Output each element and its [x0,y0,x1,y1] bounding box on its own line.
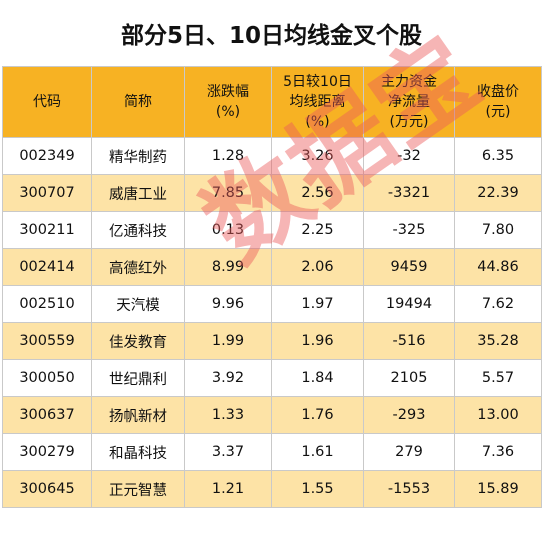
stock-table: 代码 简称 涨跌幅 (%) 5日较10日 均线距离 (%) 主力资金 净流量 (万元) 收… [2,66,542,508]
header-close: 收盘价 (元) [454,66,542,138]
cell-flow: -3321 [363,174,455,212]
cell-ma-gap: 1.97 [271,285,364,323]
table-row: 300559 佳发教育 1.99 1.96 -516 35.28 [2,322,542,360]
cell-close: 5.57 [454,359,542,397]
cell-change: 7.85 [184,174,272,212]
table-row: 300279 和晶科技 3.37 1.61 279 7.36 [2,433,542,471]
cell-change: 1.28 [184,137,272,175]
cell-ma-gap: 1.61 [271,433,364,471]
cell-code: 002414 [2,248,92,286]
cell-ma-gap: 2.56 [271,174,364,212]
cell-change: 3.37 [184,433,272,471]
table-row: 300050 世纪鼎利 3.92 1.84 2105 5.57 [2,359,542,397]
cell-code: 002349 [2,137,92,175]
cell-flow: 279 [363,433,455,471]
cell-flow: -325 [363,211,455,249]
cell-flow: -516 [363,322,455,360]
table-row: 300645 正元智慧 1.21 1.55 -1553 15.89 [2,470,542,508]
cell-ma-gap: 1.84 [271,359,364,397]
cell-close: 13.00 [454,396,542,434]
cell-flow: -293 [363,396,455,434]
cell-ma-gap: 2.25 [271,211,364,249]
table-header-row: 代码 简称 涨跌幅 (%) 5日较10日 均线距离 (%) 主力资金 净流量 (万元) 收… [2,66,542,138]
cell-code: 300637 [2,396,92,434]
table-row: 300211 亿通科技 0.13 2.25 -325 7.80 [2,211,542,249]
table-row: 300637 扬帆新材 1.33 1.76 -293 13.00 [2,396,542,434]
cell-close: 7.36 [454,433,542,471]
cell-change: 1.99 [184,322,272,360]
table-row: 002510 天汽模 9.96 1.97 19494 7.62 [2,285,542,323]
cell-close: 22.39 [454,174,542,212]
cell-name: 威唐工业 [91,174,185,212]
cell-flow: 9459 [363,248,455,286]
cell-name: 天汽模 [91,285,185,323]
page-title: 部分5日、10日均线金叉个股 [120,23,422,49]
cell-change: 3.92 [184,359,272,397]
cell-close: 7.62 [454,285,542,323]
cell-change: 1.33 [184,396,272,434]
header-name: 简称 [91,66,185,138]
cell-code: 300645 [2,470,92,508]
cell-change: 8.99 [184,248,272,286]
cell-code: 300279 [2,433,92,471]
cell-code: 002510 [2,285,92,323]
cell-ma-gap: 1.55 [271,470,364,508]
cell-name: 和晶科技 [91,433,185,471]
cell-name: 扬帆新材 [91,396,185,434]
cell-ma-gap: 1.96 [271,322,364,360]
cell-close: 15.89 [454,470,542,508]
cell-ma-gap: 3.26 [271,137,364,175]
cell-code: 300707 [2,174,92,212]
header-flow: 主力资金 净流量 (万元) [363,66,455,138]
cell-name: 高德红外 [91,248,185,286]
cell-code: 300559 [2,322,92,360]
cell-close: 6.35 [454,137,542,175]
cell-close: 35.28 [454,322,542,360]
cell-ma-gap: 2.06 [271,248,364,286]
cell-close: 7.80 [454,211,542,249]
header-change: 涨跌幅 (%) [184,66,272,138]
cell-name: 正元智慧 [91,470,185,508]
cell-code: 300211 [2,211,92,249]
cell-change: 1.21 [184,470,272,508]
cell-name: 佳发教育 [91,322,185,360]
cell-ma-gap: 1.76 [271,396,364,434]
cell-flow: -32 [363,137,455,175]
cell-close: 44.86 [454,248,542,286]
cell-name: 亿通科技 [91,211,185,249]
header-ma-gap: 5日较10日 均线距离 (%) [271,66,364,138]
cell-flow: 19494 [363,285,455,323]
table-row: 002349 精华制药 1.28 3.26 -32 6.35 [2,137,542,175]
cell-flow: -1553 [363,470,455,508]
header-code: 代码 [2,66,92,138]
cell-flow: 2105 [363,359,455,397]
cell-change: 0.13 [184,211,272,249]
table-row: 002414 高德红外 8.99 2.06 9459 44.86 [2,248,542,286]
table-row: 300707 威唐工业 7.85 2.56 -3321 22.39 [2,174,542,212]
cell-change: 9.96 [184,285,272,323]
cell-name: 世纪鼎利 [91,359,185,397]
cell-code: 300050 [2,359,92,397]
cell-name: 精华制药 [91,137,185,175]
